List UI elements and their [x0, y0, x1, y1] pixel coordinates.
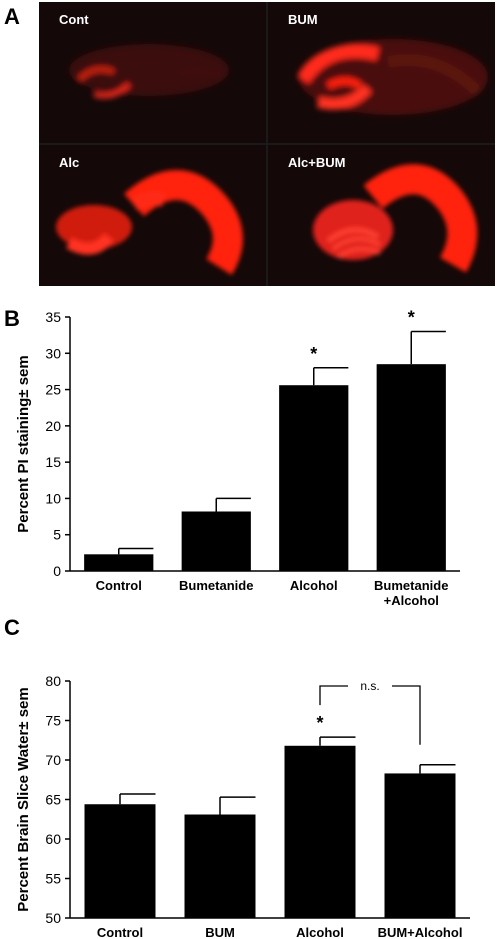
y-tick-label: 25	[45, 382, 61, 398]
y-tick-label: 35	[45, 309, 61, 325]
panel-a-letter: A	[4, 4, 20, 29]
bar	[84, 804, 156, 918]
x-tick-label: Alcohol	[290, 578, 338, 593]
comparison-label: n.s.	[360, 679, 379, 693]
micrograph-label-control: Cont	[59, 12, 89, 27]
micrograph-alcohol: Alc	[39, 145, 266, 286]
significance-marker: *	[408, 308, 415, 328]
significance-marker: *	[310, 344, 317, 364]
x-tick-label: Control	[97, 925, 143, 939]
comparison-bracket-left	[319, 685, 348, 706]
micrograph-alcohol-bumetanide: Alc+BUM	[268, 145, 495, 286]
y-tick-label: 55	[45, 871, 61, 887]
y-tick-label: 80	[45, 673, 61, 689]
x-tick-label: BUM+Alcohol	[378, 925, 463, 939]
bar	[284, 745, 356, 918]
y-tick-label: 65	[45, 792, 61, 808]
panel-c-letter: C	[4, 615, 20, 640]
y-tick-label: 0	[53, 563, 61, 579]
comparison-bracket-right	[392, 685, 421, 745]
bar	[279, 385, 349, 571]
micrograph-control: Cont	[39, 2, 266, 143]
significance-marker: *	[316, 713, 323, 733]
bar	[376, 364, 446, 571]
bar	[84, 554, 154, 571]
panel-b-letter: B	[4, 306, 20, 331]
y-tick-label: 50	[45, 910, 61, 926]
alcohol-brain-slice-image	[56, 170, 243, 275]
y-tick-label: 20	[45, 418, 61, 434]
micrograph-label-bumetanide: BUM	[288, 12, 318, 27]
y-tick-label: 70	[45, 752, 61, 768]
y-tick-label: 10	[45, 490, 61, 506]
y-axis-label: Percent Brain Slice Water± sem	[15, 687, 32, 911]
brain-water-bar-chart: 50 55 60 65 70 75 80 Percent Brain Slice Water±…	[15, 673, 470, 939]
y-tick-label: 15	[45, 454, 61, 470]
y-tick-label: 75	[45, 713, 61, 729]
bar	[384, 773, 456, 918]
x-tick-label: +Alcohol	[384, 593, 439, 608]
pi-staining-bar-chart: 0 5 10 15 20 25 30 35 Percent PI staining± sem Co…	[15, 308, 460, 608]
y-tick-label: 30	[45, 345, 61, 361]
bar	[181, 511, 251, 571]
y-tick-label: 60	[45, 831, 61, 847]
control-brain-slice-image	[69, 44, 229, 99]
x-tick-label: Bumetanide	[374, 578, 448, 593]
micrograph-label-alcohol: Alc	[59, 155, 80, 170]
x-tick-label: Alcohol	[296, 925, 344, 939]
bar	[184, 814, 256, 918]
x-tick-label: Control	[96, 578, 142, 593]
alcohol-bumetanide-brain-slice-image	[313, 164, 478, 273]
x-tick-label: BUM	[205, 925, 235, 939]
micrograph-label-alcohol-bumetanide: Alc+BUM	[288, 155, 346, 170]
y-tick-label: 5	[53, 527, 61, 543]
micrograph-grid: Cont BUM Alc	[39, 2, 495, 286]
x-tick-label: Bumetanide	[179, 578, 253, 593]
bumetanide-brain-slice-image	[297, 39, 488, 115]
y-axis-label: Percent PI staining± sem	[15, 355, 32, 532]
micrograph-bumetanide: BUM	[268, 2, 495, 143]
